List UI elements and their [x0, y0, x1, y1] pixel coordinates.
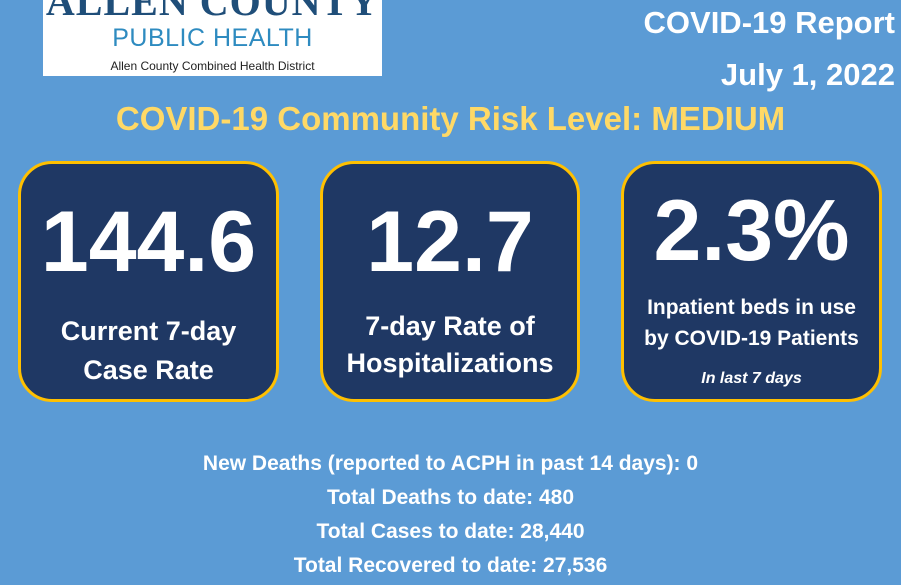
new-deaths-stat: New Deaths (reported to ACPH in past 14 … — [202, 452, 699, 475]
case-rate-value: 144.6 — [40, 194, 257, 290]
inpatient-beds-value: 2.3% — [653, 183, 850, 279]
inpatient-beds-card: 2.3% Inpatient beds in use by COVID-19 P… — [621, 161, 882, 402]
report-date: July 1, 2022 — [720, 57, 895, 92]
health-district-logo: ALLEN COUNTY PUBLIC HEALTH Allen County … — [43, 0, 382, 76]
hospitalization-rate-value: 12.7 — [366, 194, 534, 290]
inpatient-beds-note: In last 7 days — [701, 370, 802, 387]
total-recovered-stat: Total Recovered to date: 27,536 — [293, 554, 608, 577]
case-rate-label-line1: Current 7-day — [60, 316, 237, 346]
logo-subtitle: PUBLIC HEALTH — [112, 24, 313, 52]
report-title: COVID-19 Report — [643, 5, 895, 40]
logo-tagline: Allen County Combined Health District — [110, 59, 315, 73]
total-deaths-stat: Total Deaths to date: 480 — [327, 486, 574, 509]
summary-stats: New Deaths (reported to ACPH in past 14 … — [0, 447, 901, 583]
logo-county-name: ALLEN COUNTY — [45, 0, 380, 24]
hospitalization-rate-label-line2: Hospitalizations — [346, 348, 554, 378]
hospitalization-rate-label-line1: 7-day Rate of — [365, 311, 535, 341]
total-cases-stat: Total Cases to date: 28,440 — [316, 520, 585, 543]
case-rate-label-line2: Case Rate — [83, 355, 214, 385]
inpatient-beds-label-line2: by COVID-19 Patients — [644, 327, 859, 350]
report-header: COVID-19 Report July 1, 2022 — [644, 0, 895, 101]
community-risk-level: COVID-19 Community Risk Level: MEDIUM — [115, 100, 786, 137]
inpatient-beds-label-line1: Inpatient beds in use — [647, 296, 856, 319]
hospitalization-rate-card: 12.7 7-day Rate of Hospitalizations — [320, 161, 580, 402]
case-rate-card: 144.6 Current 7-day Case Rate — [18, 161, 279, 402]
